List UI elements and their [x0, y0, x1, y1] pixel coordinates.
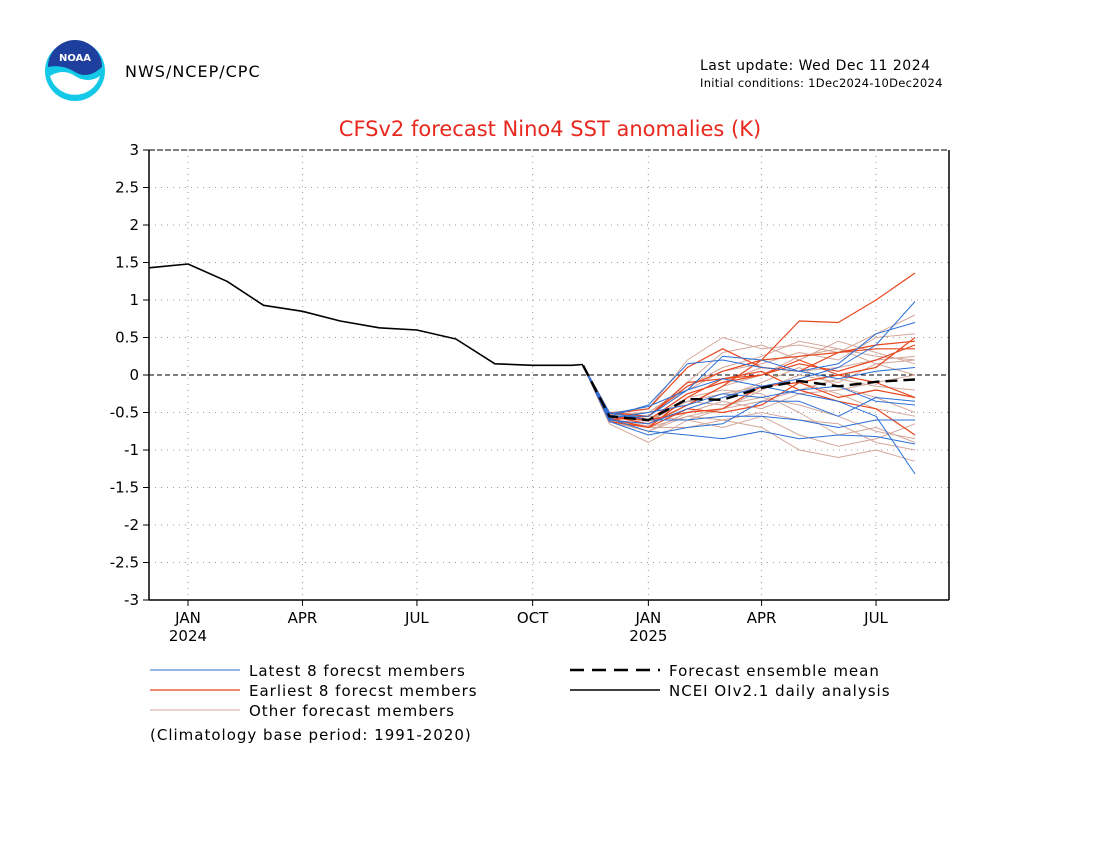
- legend-label-earliest: Earliest 8 forecst members: [249, 682, 478, 700]
- climatology-footnote: (Climatology base period: 1991-2020): [150, 726, 472, 744]
- latest-member-line: [582, 301, 916, 425]
- y-tick-label: 3: [129, 141, 139, 159]
- earliest-member-line: [582, 365, 916, 436]
- legend-label-latest: Latest 8 forecst members: [249, 662, 466, 680]
- logo-text: NOAA: [59, 53, 91, 64]
- y-tick-label: 2.5: [115, 179, 139, 197]
- y-tick-label: 0: [129, 366, 139, 384]
- latest-member-line: [582, 365, 915, 428]
- y-tick-label: -1: [124, 441, 139, 459]
- x-tick-label: JAN: [174, 609, 201, 627]
- initial-conditions-label: Initial conditions: 1Dec2024-10Dec2024: [700, 76, 943, 90]
- logo-wave: [50, 72, 100, 95]
- axis-layer: -3-2.5-2-1.5-1-0.500.511.522.53JAN2024AP…: [110, 141, 950, 645]
- legend: Latest 8 forecst members Earliest 8 forec…: [150, 662, 891, 720]
- y-tick-label: 2: [129, 216, 139, 234]
- latest-members-layer: [582, 301, 916, 475]
- y-tick-label: -2: [124, 516, 139, 534]
- latest-member-line: [582, 365, 916, 436]
- latest-member-line: [582, 365, 916, 419]
- latest-member-line: [582, 365, 916, 445]
- x-year-label: 2025: [629, 627, 667, 645]
- last-update-label: Last update: Wed Dec 11 2024: [700, 58, 931, 74]
- x-tick-label: APR: [288, 609, 318, 627]
- legend-label-analysis: NCEI OIv2.1 daily analysis: [669, 682, 891, 700]
- y-tick-label: -2.5: [110, 554, 139, 572]
- other-members-layer: [582, 314, 916, 462]
- x-tick-label: APR: [747, 609, 777, 627]
- x-tick-label: JAN: [635, 609, 662, 627]
- x-tick-label: JUL: [863, 609, 888, 627]
- other-member-line: [582, 359, 916, 443]
- y-tick-label: 1: [129, 291, 139, 309]
- y-tick-label: 1.5: [115, 254, 139, 272]
- chart-title: CFSv2 forecast Nino4 SST anomalies (K): [339, 117, 761, 141]
- x-year-label: 2024: [169, 627, 207, 645]
- legend-label-other: Other forecast members: [249, 702, 455, 720]
- y-tick-label: -3: [124, 591, 139, 609]
- other-member-line: [582, 365, 916, 462]
- x-tick-label: OCT: [517, 609, 549, 627]
- analysis-and-mean-layer: [148, 263, 916, 422]
- y-tick-label: 0.5: [115, 329, 139, 347]
- grid-layer: [149, 150, 949, 600]
- ensemble-mean-line: [581, 364, 916, 422]
- latest-member-line: [582, 359, 916, 417]
- analysis-line: [148, 263, 584, 367]
- legend-label-mean: Forecast ensemble mean: [669, 662, 880, 680]
- y-tick-label: -1.5: [110, 479, 139, 497]
- noaa-logo: NOAA: [45, 40, 105, 101]
- x-tick-label: JUL: [404, 609, 429, 627]
- agency-label: NWS/NCEP/CPC: [125, 62, 261, 81]
- logo-top: [48, 40, 102, 76]
- y-tick-label: -0.5: [110, 404, 139, 422]
- earliest-member-line: [582, 272, 916, 425]
